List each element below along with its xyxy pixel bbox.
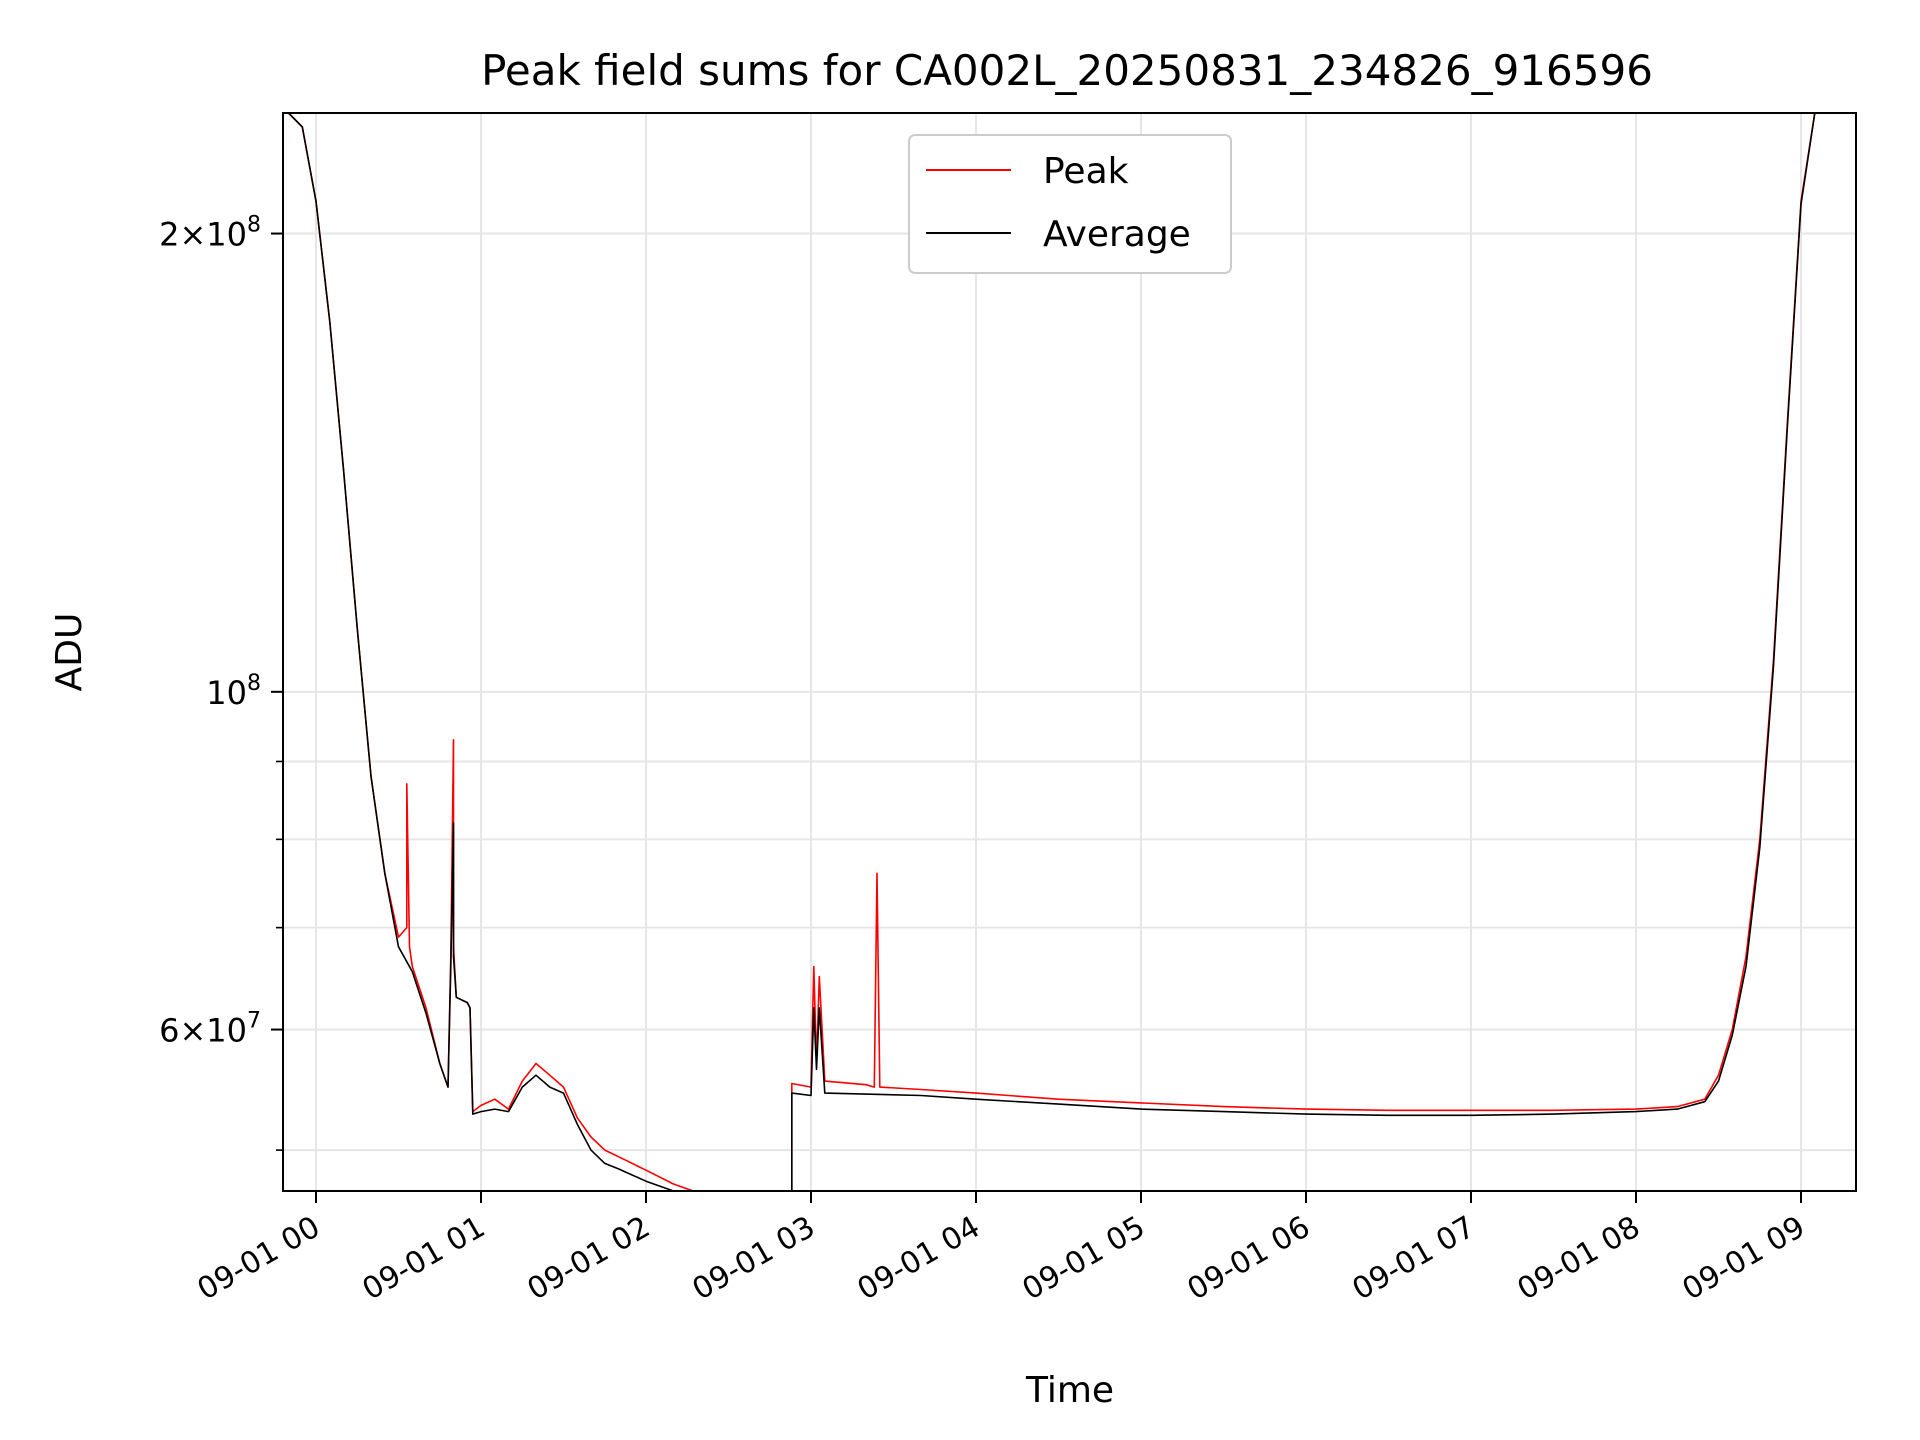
chart-title: Peak field sums for CA002L_20250831_2348…	[481, 46, 1653, 95]
grid	[283, 113, 1856, 1191]
y-axis-label: ADU	[49, 613, 90, 692]
axes-frame	[282, 112, 1857, 1192]
legend: Peak Average	[908, 134, 1232, 274]
y-tick-label: 108	[206, 671, 261, 712]
y-axis: 2×108 108 6×107	[159, 213, 283, 1151]
series-layer	[287, 113, 1829, 1191]
x-tick-label: 09-01 00	[192, 1210, 326, 1308]
y-tick-label: 6×107	[159, 1009, 261, 1050]
x-tick-label: 09-01 07	[1347, 1210, 1481, 1308]
y-tick-label: 2×108	[159, 213, 261, 254]
x-tick-label: 09-01 03	[687, 1210, 821, 1308]
legend-label-peak: Peak	[1043, 151, 1129, 192]
x-tick-label: 09-01 06	[1182, 1210, 1316, 1308]
series-line-peak	[287, 113, 1829, 1191]
x-tick-label: 09-01 01	[357, 1210, 491, 1308]
x-tick-label: 09-01 09	[1677, 1210, 1811, 1308]
legend-label-average: Average	[1043, 214, 1191, 255]
series-line-average	[287, 113, 1829, 1191]
x-tick-label: 09-01 08	[1512, 1210, 1646, 1308]
x-axis: 09-01 00 09-01 01 09-01 02 09-01 03 09-01 04…	[192, 1191, 1811, 1307]
x-tick-label: 09-01 02	[522, 1210, 656, 1308]
x-tick-label: 09-01 04	[852, 1210, 986, 1308]
x-axis-label: Time	[1025, 1370, 1114, 1411]
x-tick-label: 09-01 05	[1017, 1210, 1151, 1308]
